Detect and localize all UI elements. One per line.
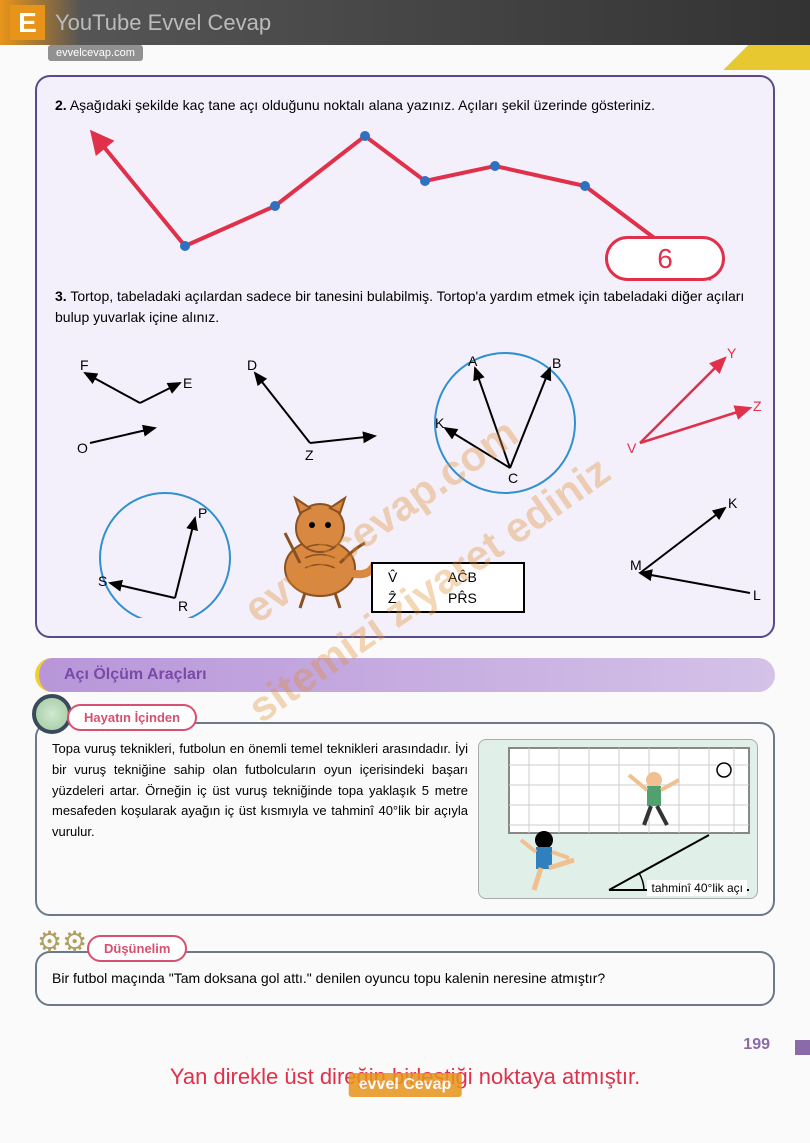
exercise-box: 2. Aşağıdaki şekilde kaç tane açı olduğu… — [35, 75, 775, 638]
q3-prompt: 3. Tortop, tabeladaki açılardan sadece b… — [55, 286, 755, 328]
cat-icon — [285, 498, 375, 608]
svg-text:K: K — [728, 495, 738, 511]
svg-text:V: V — [627, 440, 637, 456]
footer-answer: Yan direkle üst direğin birleştiği nokta… — [0, 1059, 810, 1110]
svg-text:B: B — [552, 355, 561, 371]
svg-text:M: M — [630, 557, 642, 573]
angle-cell: AĈB — [448, 569, 508, 585]
page-header: E YouTube Evvel Cevap — [0, 0, 810, 45]
svg-text:R: R — [178, 598, 188, 614]
accent-decoration — [690, 45, 810, 70]
svg-text:L: L — [753, 587, 761, 603]
svg-text:F: F — [80, 357, 89, 373]
svg-text:C: C — [508, 470, 518, 486]
svg-text:S: S — [98, 573, 107, 589]
life-box: Hayatın İçinden Topa vuruş teknikleri, f… — [35, 722, 775, 916]
page-edge-decoration — [795, 1040, 810, 1055]
svg-text:Z: Z — [753, 398, 762, 414]
svg-text:O: O — [77, 440, 88, 456]
q2-zigzag-diagram: 6 — [55, 126, 755, 286]
q2-answer-bubble: 6 — [605, 236, 725, 281]
footer-logo: evvel Cevap — [349, 1073, 462, 1097]
life-text: Topa vuruş teknikleri, futbolun en öneml… — [52, 739, 468, 899]
q2-number: 2. — [55, 97, 67, 113]
angle-cell: V̂ — [388, 569, 438, 585]
football-illustration: tahminî 40°lik açı — [478, 739, 758, 899]
q3-diagrams: F E O D Z A B — [55, 338, 755, 618]
angle-label: tahminî 40°lik açı — [647, 880, 747, 896]
svg-text:Y: Y — [727, 345, 737, 361]
angle-list-box: V̂ AĈB Ẑ PR̂S — [371, 562, 525, 613]
main-content: 2. Aşağıdaki şekilde kaç tane açı olduğu… — [0, 45, 810, 1026]
svg-text:Z: Z — [305, 447, 314, 463]
source-url: evvelcevap.com — [48, 45, 143, 61]
gears-icon: ⚙⚙ — [37, 925, 87, 958]
section-header: Açı Ölçüm Araçları — [35, 658, 775, 692]
think-text: Bir futbol maçında "Tam doksana gol attı… — [52, 968, 758, 989]
think-box: ⚙⚙ Düşünelim Bir futbol maçında "Tam dok… — [35, 951, 775, 1006]
svg-text:P: P — [198, 505, 207, 521]
life-badge: Hayatın İçinden — [67, 704, 197, 731]
q2-text: Aşağıdaki şekilde kaç tane açı olduğunu … — [70, 97, 655, 113]
q3-number: 3. — [55, 288, 67, 304]
logo-e: E — [10, 5, 45, 40]
think-badge: Düşünelim — [87, 935, 187, 962]
svg-text:E: E — [183, 375, 192, 391]
q3-text: Tortop, tabeladaki açılardan sadece bir … — [55, 288, 744, 325]
angle-cell: Ẑ — [388, 590, 438, 606]
page-number: 199 — [0, 1026, 810, 1059]
svg-text:A: A — [468, 353, 478, 369]
q2-prompt: 2. Aşağıdaki şekilde kaç tane açı olduğu… — [55, 95, 755, 116]
magnifier-icon — [32, 694, 72, 734]
svg-text:D: D — [247, 357, 257, 373]
youtube-label: YouTube Evvel Cevap — [55, 10, 271, 36]
svg-text:K: K — [435, 415, 445, 431]
angle-cell: PR̂S — [448, 590, 508, 606]
